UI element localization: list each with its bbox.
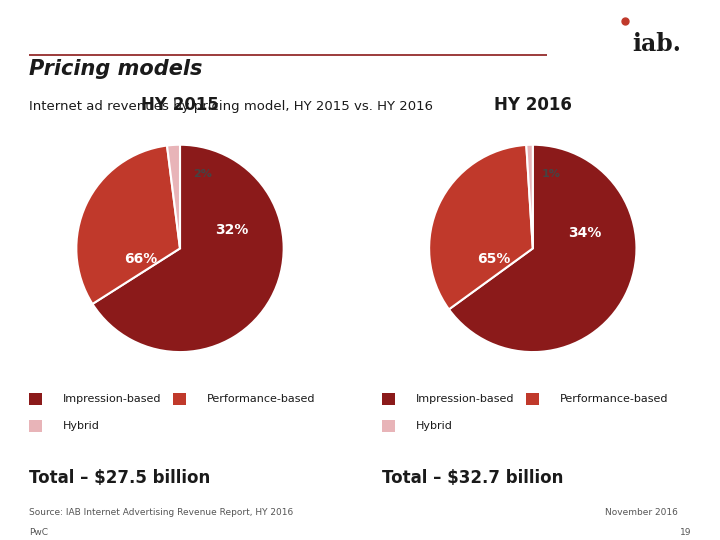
- Title: HY 2015: HY 2015: [141, 97, 219, 114]
- Text: 34%: 34%: [568, 226, 601, 240]
- Wedge shape: [92, 145, 284, 352]
- Text: 19: 19: [680, 528, 691, 537]
- Text: Impression-based: Impression-based: [416, 394, 515, 404]
- Text: Total – $27.5 billion: Total – $27.5 billion: [29, 469, 210, 487]
- Wedge shape: [429, 145, 533, 309]
- Bar: [382, 393, 395, 405]
- Bar: [29, 393, 42, 405]
- Bar: [173, 393, 186, 405]
- Bar: [526, 393, 539, 405]
- Text: November 2016: November 2016: [605, 508, 678, 517]
- Text: Impression-based: Impression-based: [63, 394, 162, 404]
- Wedge shape: [76, 146, 180, 304]
- Text: 1%: 1%: [542, 169, 561, 179]
- Text: Performance-based: Performance-based: [207, 394, 316, 404]
- Bar: [29, 420, 42, 432]
- Text: Hybrid: Hybrid: [63, 421, 100, 431]
- Text: Pricing models: Pricing models: [29, 59, 202, 79]
- Text: 2%: 2%: [194, 169, 212, 179]
- Text: Source: IAB Internet Advertising Revenue Report, HY 2016: Source: IAB Internet Advertising Revenue…: [29, 508, 293, 517]
- Text: iab.: iab.: [632, 32, 681, 56]
- Text: Hybrid: Hybrid: [416, 421, 453, 431]
- Bar: [382, 420, 395, 432]
- Wedge shape: [449, 145, 636, 352]
- Text: Total – $32.7 billion: Total – $32.7 billion: [382, 469, 563, 487]
- Text: 65%: 65%: [477, 252, 510, 266]
- Text: 32%: 32%: [215, 222, 248, 237]
- Wedge shape: [167, 145, 180, 248]
- Text: Internet ad revenues by pricing model, HY 2015 vs. HY 2016: Internet ad revenues by pricing model, H…: [29, 100, 433, 113]
- Text: Performance-based: Performance-based: [560, 394, 669, 404]
- Text: PwC: PwC: [29, 528, 48, 537]
- Text: 66%: 66%: [124, 252, 157, 266]
- Wedge shape: [526, 145, 533, 248]
- Title: HY 2016: HY 2016: [494, 97, 572, 114]
